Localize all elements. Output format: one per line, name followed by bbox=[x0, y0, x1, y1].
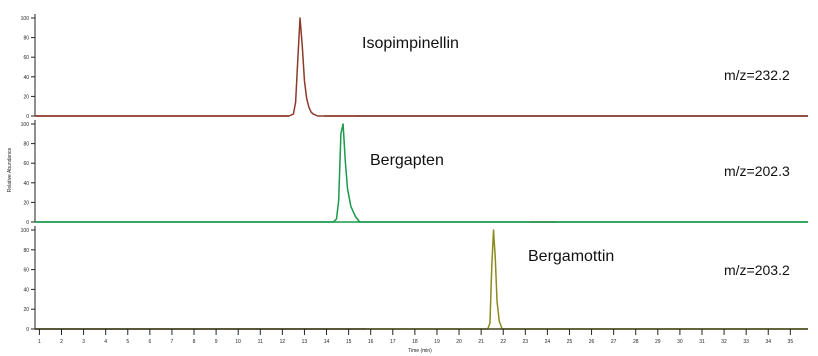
x-tick-label: 23 bbox=[523, 339, 529, 345]
y-tick-label: 100 bbox=[21, 16, 30, 22]
x-tick-label: 27 bbox=[611, 339, 617, 345]
mz-label: m/z=202.3 bbox=[724, 163, 790, 179]
y-tick-label: 60 bbox=[23, 161, 29, 167]
x-tick-label: 22 bbox=[500, 339, 506, 345]
y-tick-label: 80 bbox=[23, 36, 29, 42]
x-tick-label: 5 bbox=[126, 339, 129, 345]
x-tick-label: 17 bbox=[390, 339, 396, 345]
y-tick-label: 20 bbox=[23, 94, 29, 100]
x-tick-label: 2 bbox=[60, 339, 63, 345]
x-tick-label: 19 bbox=[434, 339, 440, 345]
x-tick-label: 30 bbox=[677, 339, 683, 345]
x-tick-label: 6 bbox=[148, 339, 151, 345]
compound-label: Bergapten bbox=[370, 152, 444, 169]
x-tick-label: 13 bbox=[302, 339, 308, 345]
y-tick-label: 40 bbox=[23, 75, 29, 81]
mz-label: m/z=203.2 bbox=[724, 262, 790, 278]
x-tick-label: 33 bbox=[743, 339, 749, 345]
y-tick-label: 0 bbox=[26, 114, 29, 120]
x-tick-label: 28 bbox=[633, 339, 639, 345]
y-tick-label: 40 bbox=[23, 287, 29, 293]
y-tick-label: 80 bbox=[23, 142, 29, 148]
x-tick-label: 34 bbox=[765, 339, 771, 345]
chromatogram-line bbox=[35, 229, 808, 330]
x-tick-label: 3 bbox=[82, 339, 85, 345]
x-tick-label: 25 bbox=[567, 339, 573, 345]
x-tick-label: 9 bbox=[215, 339, 218, 345]
x-tick-label: 31 bbox=[699, 339, 705, 345]
y-tick-label: 60 bbox=[23, 55, 29, 61]
compound-label: Bergamottin bbox=[528, 248, 614, 265]
y-tick-label: 20 bbox=[23, 307, 29, 313]
x-tick-label: 16 bbox=[368, 339, 374, 345]
y-axis-title: Relative Abundance bbox=[7, 148, 13, 193]
x-tick-label: 29 bbox=[655, 339, 661, 345]
x-tick-label: 10 bbox=[235, 339, 241, 345]
y-tick-label: 0 bbox=[26, 220, 29, 226]
y-tick-label: 20 bbox=[23, 200, 29, 206]
x-tick-label: 18 bbox=[412, 339, 418, 345]
y-tick-label: 0 bbox=[26, 327, 29, 333]
compound-label: Isopimpinellin bbox=[362, 35, 459, 52]
x-tick-label: 24 bbox=[545, 339, 551, 345]
y-tick-label: 40 bbox=[23, 181, 29, 187]
x-tick-label: 8 bbox=[193, 339, 196, 345]
x-tick-label: 20 bbox=[456, 339, 462, 345]
x-tick-label: 35 bbox=[788, 339, 794, 345]
x-tick-label: 1 bbox=[38, 339, 41, 345]
x-tick-label: 21 bbox=[478, 339, 484, 345]
x-axis-title: Time (min) bbox=[408, 348, 432, 354]
x-tick-label: 4 bbox=[104, 339, 107, 345]
x-tick-label: 7 bbox=[171, 339, 174, 345]
x-tick-label: 32 bbox=[721, 339, 727, 345]
chromatogram-line bbox=[35, 123, 808, 223]
x-tick-label: 12 bbox=[280, 339, 286, 345]
y-tick-label: 80 bbox=[23, 248, 29, 254]
y-tick-label: 100 bbox=[21, 228, 30, 234]
x-tick-label: 14 bbox=[324, 339, 330, 345]
y-tick-label: 60 bbox=[23, 268, 29, 274]
chromatogram-line bbox=[35, 17, 808, 117]
x-tick-label: 11 bbox=[258, 339, 263, 345]
y-tick-label: 100 bbox=[21, 122, 30, 128]
x-tick-label: 15 bbox=[346, 339, 352, 345]
x-tick-label: 26 bbox=[589, 339, 595, 345]
mz-label: m/z=232.2 bbox=[724, 67, 790, 83]
